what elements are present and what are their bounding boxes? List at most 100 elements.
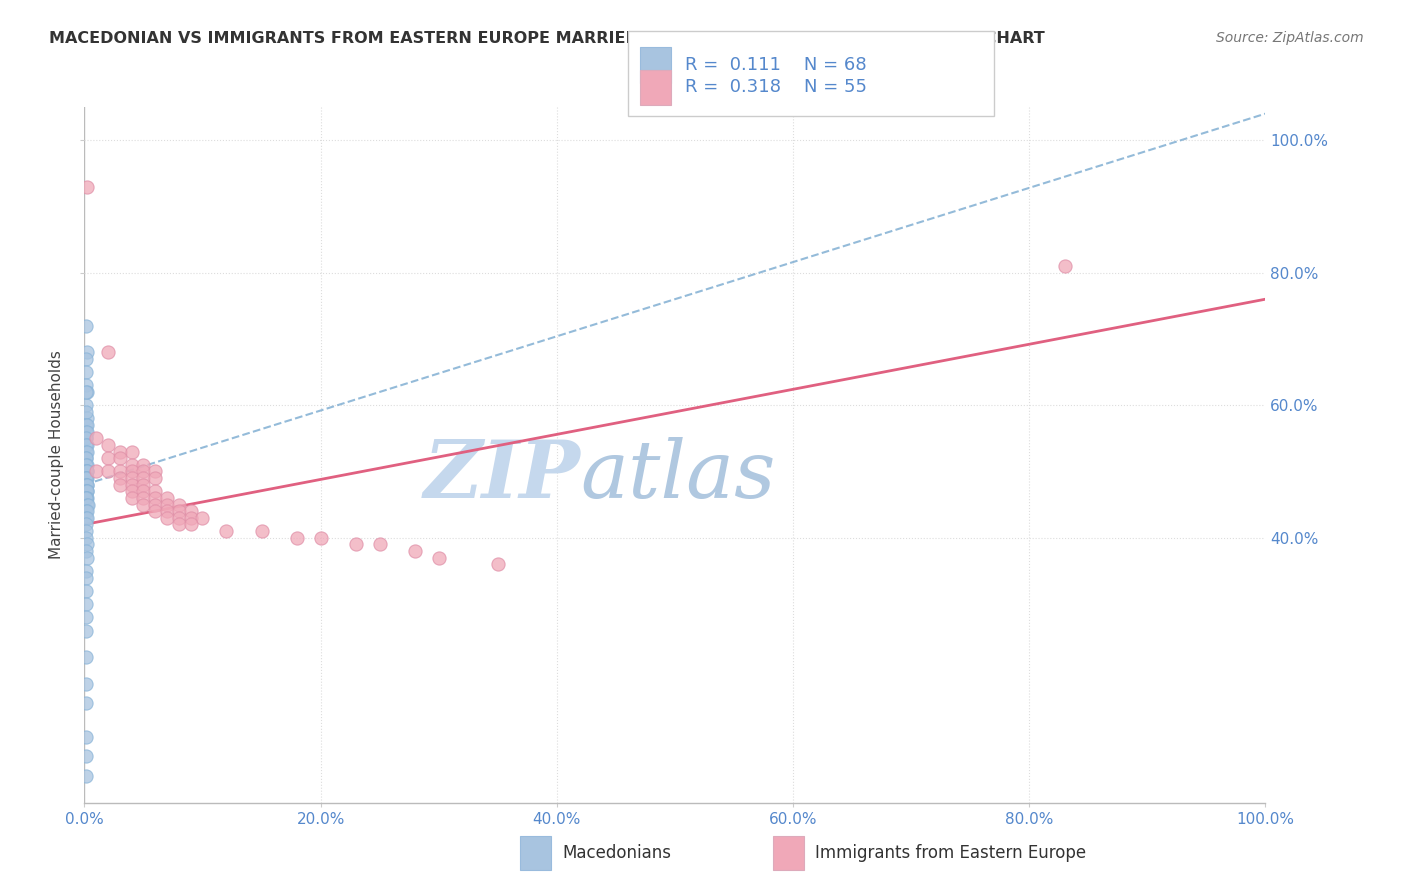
Point bbox=[75, 405, 97, 419]
Point bbox=[76, 498, 98, 512]
Point bbox=[486, 558, 509, 572]
Point bbox=[75, 570, 97, 584]
Point bbox=[180, 517, 202, 532]
Point bbox=[97, 451, 120, 466]
Point bbox=[76, 411, 98, 425]
Point bbox=[75, 597, 97, 611]
Point bbox=[75, 351, 97, 366]
Point bbox=[75, 491, 97, 505]
Point bbox=[191, 511, 214, 525]
Text: Immigrants from Eastern Europe: Immigrants from Eastern Europe bbox=[815, 844, 1087, 862]
Text: Macedonians: Macedonians bbox=[562, 844, 672, 862]
Point bbox=[143, 491, 166, 505]
Point bbox=[167, 517, 190, 532]
Point bbox=[76, 458, 98, 472]
Text: ZIP: ZIP bbox=[423, 437, 581, 515]
Point bbox=[121, 491, 143, 505]
Point bbox=[75, 471, 97, 485]
Point bbox=[75, 431, 97, 445]
Point bbox=[75, 484, 97, 499]
Point bbox=[156, 511, 179, 525]
Point bbox=[404, 544, 426, 558]
Point bbox=[97, 345, 120, 359]
Point bbox=[75, 384, 97, 399]
Point bbox=[75, 650, 97, 665]
Point bbox=[108, 471, 131, 485]
Text: R =  0.111    N = 68: R = 0.111 N = 68 bbox=[685, 56, 866, 74]
Point bbox=[75, 471, 97, 485]
Point bbox=[121, 484, 143, 499]
Point bbox=[132, 498, 155, 512]
Point bbox=[75, 769, 97, 783]
Point bbox=[75, 531, 97, 545]
Point bbox=[167, 498, 190, 512]
Point bbox=[75, 730, 97, 744]
Point bbox=[76, 537, 98, 551]
Text: Source: ZipAtlas.com: Source: ZipAtlas.com bbox=[1216, 31, 1364, 45]
Point bbox=[75, 484, 97, 499]
Point bbox=[250, 524, 273, 538]
Point bbox=[75, 477, 97, 491]
Point bbox=[75, 425, 97, 439]
Point bbox=[76, 477, 98, 491]
Point bbox=[75, 438, 97, 452]
Text: MACEDONIAN VS IMMIGRANTS FROM EASTERN EUROPE MARRIED-COUPLE HOUSEHOLDS CORRELATI: MACEDONIAN VS IMMIGRANTS FROM EASTERN EU… bbox=[49, 31, 1045, 46]
Point bbox=[309, 531, 332, 545]
Point bbox=[75, 610, 97, 624]
Point bbox=[84, 431, 107, 445]
Point bbox=[132, 471, 155, 485]
Point bbox=[132, 491, 155, 505]
Point bbox=[75, 511, 97, 525]
Point bbox=[167, 511, 190, 525]
Point bbox=[132, 477, 155, 491]
Point bbox=[108, 451, 131, 466]
Point bbox=[368, 537, 391, 551]
Point bbox=[76, 418, 98, 433]
Point bbox=[76, 471, 98, 485]
Point bbox=[76, 484, 98, 499]
Point bbox=[76, 444, 98, 458]
Point bbox=[75, 465, 97, 479]
Point bbox=[76, 491, 98, 505]
Point bbox=[156, 491, 179, 505]
Point bbox=[75, 451, 97, 466]
Point bbox=[75, 451, 97, 466]
Point bbox=[132, 465, 155, 479]
Point bbox=[75, 517, 97, 532]
Point bbox=[344, 537, 367, 551]
Text: atlas: atlas bbox=[581, 437, 776, 515]
Point bbox=[132, 458, 155, 472]
Point bbox=[75, 697, 97, 711]
Point bbox=[75, 477, 97, 491]
Point bbox=[156, 504, 179, 518]
Point bbox=[75, 378, 97, 392]
Point bbox=[75, 444, 97, 458]
Point bbox=[75, 504, 97, 518]
Point bbox=[97, 438, 120, 452]
Point bbox=[97, 465, 120, 479]
Point bbox=[76, 504, 98, 518]
Point bbox=[75, 458, 97, 472]
Point bbox=[75, 431, 97, 445]
Point bbox=[76, 511, 98, 525]
Point bbox=[75, 465, 97, 479]
Point bbox=[215, 524, 238, 538]
Point bbox=[75, 544, 97, 558]
Point bbox=[121, 477, 143, 491]
Point bbox=[156, 498, 179, 512]
Point bbox=[75, 524, 97, 538]
Point bbox=[180, 511, 202, 525]
Point bbox=[121, 465, 143, 479]
Point bbox=[76, 179, 98, 194]
Point bbox=[75, 583, 97, 598]
Point bbox=[75, 676, 97, 690]
Y-axis label: Married-couple Households: Married-couple Households bbox=[49, 351, 65, 559]
Point bbox=[76, 484, 98, 499]
Point bbox=[76, 438, 98, 452]
Point bbox=[143, 465, 166, 479]
Point bbox=[121, 444, 143, 458]
Point bbox=[75, 491, 97, 505]
Point bbox=[76, 477, 98, 491]
Text: R =  0.318    N = 55: R = 0.318 N = 55 bbox=[685, 78, 866, 96]
Point bbox=[143, 498, 166, 512]
